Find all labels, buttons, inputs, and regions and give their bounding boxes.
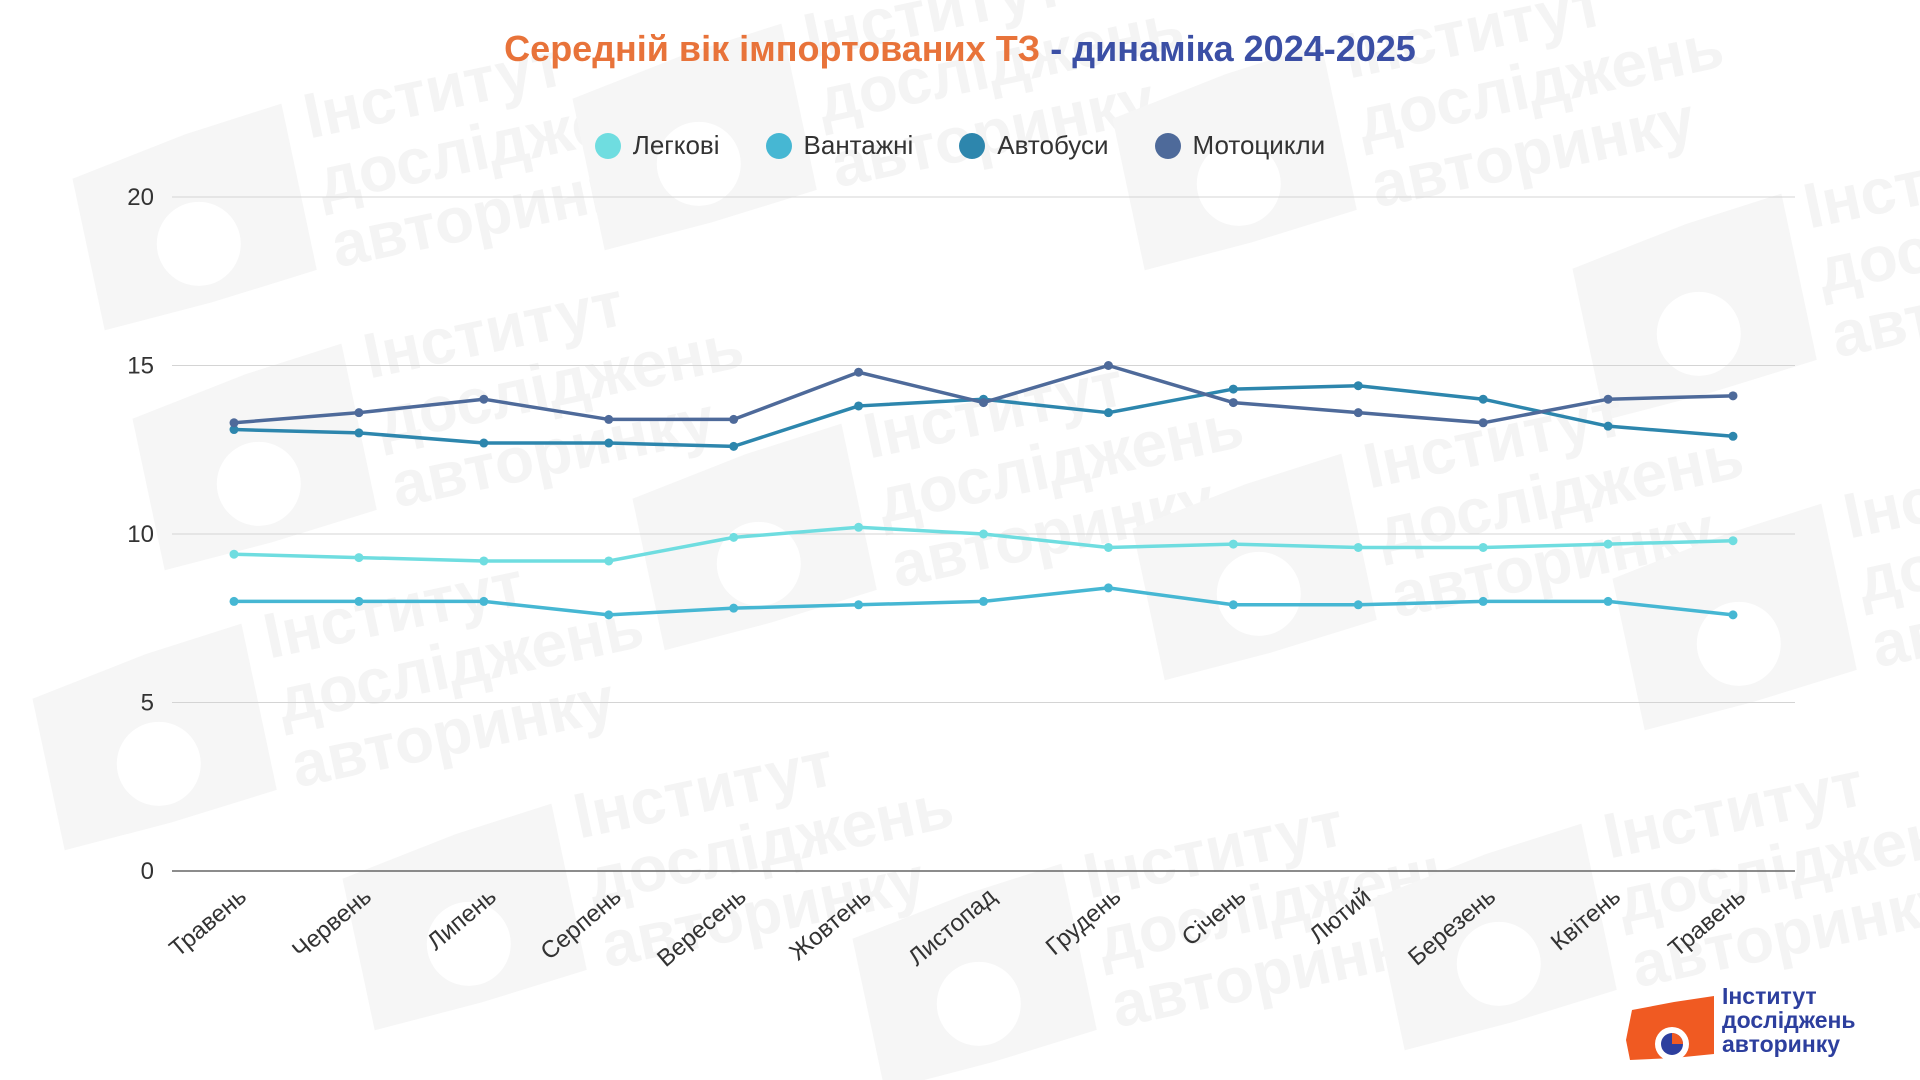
- data-point: [604, 610, 614, 620]
- data-point: [354, 596, 364, 606]
- chart-legend: Легкові Вантажні Автобуси Мотоцикли: [0, 130, 1920, 161]
- data-point: [229, 596, 239, 606]
- data-point: [854, 401, 864, 411]
- data-point: [1103, 542, 1113, 552]
- y-tick-label: 5: [141, 690, 154, 717]
- series-1: [229, 583, 1738, 620]
- data-point: [229, 425, 239, 435]
- x-tick-label: Вересень: [652, 883, 751, 973]
- data-point: [604, 438, 614, 448]
- legend-label-motorcycles: Мотоцикли: [1192, 130, 1326, 160]
- data-point: [479, 438, 489, 448]
- data-point: [1478, 418, 1488, 428]
- data-point: [1103, 408, 1113, 418]
- legend-marker-passenger: [594, 132, 621, 159]
- data-point: [1603, 539, 1613, 549]
- chart-title: Середній вік імпортованих ТЗ - динаміка …: [0, 28, 1920, 70]
- legend-marker-trucks: [765, 132, 792, 159]
- data-point: [1728, 536, 1738, 546]
- legend-label-passenger: Легкові: [632, 130, 720, 160]
- legend-label-trucks: Вантажні: [803, 130, 914, 160]
- data-point: [729, 414, 739, 424]
- y-tick-label: 20: [127, 184, 154, 211]
- data-point: [979, 529, 988, 539]
- data-point: [354, 408, 364, 418]
- data-point: [1353, 600, 1363, 610]
- data-point: [1603, 394, 1613, 404]
- legend-item-trucks: Вантажні: [765, 130, 914, 161]
- y-tick-label: 15: [127, 353, 154, 380]
- x-tick-label: Листопад: [903, 883, 1001, 972]
- institute-logo: [1626, 996, 1714, 1061]
- y-tick-label: 0: [141, 858, 154, 885]
- data-point: [229, 418, 239, 428]
- chart-title-period: - динаміка 2024-2025: [1040, 28, 1416, 69]
- series-0: [229, 522, 1738, 566]
- series-3: [229, 361, 1738, 428]
- data-point: [1353, 381, 1363, 391]
- data-point: [229, 549, 239, 559]
- legend-item-passenger: Легкові: [594, 130, 720, 161]
- chart-title-main: Середній вік імпортованих ТЗ: [504, 28, 1041, 69]
- data-point: [854, 522, 864, 532]
- institute-logo-text: Інститут досліджень авторинку: [1722, 984, 1912, 1056]
- x-tick-label: Травень: [1663, 883, 1751, 963]
- legend-marker-motorcycles: [1154, 132, 1181, 159]
- data-point: [729, 603, 739, 613]
- data-point: [479, 596, 489, 606]
- data-point: [1478, 542, 1488, 552]
- x-tick-label: Лютий: [1304, 883, 1376, 949]
- data-point: [979, 398, 988, 408]
- logo-line-3: авторинку: [1722, 1031, 1841, 1057]
- legend-item-buses: Автобуси: [959, 130, 1109, 161]
- data-point: [729, 441, 739, 451]
- x-tick-label: Січень: [1177, 883, 1251, 951]
- legend-label-buses: Автобуси: [997, 130, 1109, 160]
- x-tick-label: Квітень: [1546, 883, 1626, 956]
- x-tick-label: Червень: [287, 883, 377, 964]
- data-point: [1228, 384, 1238, 394]
- data-point: [604, 414, 614, 424]
- data-point: [1353, 542, 1363, 552]
- logo-line-2: досліджень: [1722, 1007, 1856, 1033]
- data-point: [1228, 600, 1238, 610]
- x-tick-label: Серпень: [536, 883, 627, 965]
- data-point: [1103, 583, 1113, 593]
- x-tick-label: Березень: [1403, 883, 1501, 971]
- data-point: [1728, 610, 1738, 620]
- data-point: [1728, 391, 1738, 401]
- data-point: [1603, 421, 1613, 431]
- x-tick-label: Грудень: [1041, 883, 1127, 961]
- data-point: [1103, 361, 1113, 370]
- series-line: [233, 363, 1734, 425]
- data-point: [354, 428, 364, 438]
- data-point: [1478, 596, 1488, 606]
- data-point: [729, 532, 739, 542]
- data-point: [1228, 398, 1238, 408]
- data-point: [604, 556, 614, 566]
- data-point: [1353, 408, 1363, 418]
- data-point: [979, 596, 988, 606]
- data-point: [854, 600, 864, 610]
- data-point: [854, 367, 864, 377]
- data-point: [479, 556, 489, 566]
- data-point: [354, 553, 364, 563]
- x-tick-label: Липень: [422, 883, 502, 956]
- logo-line-1: Інститут: [1722, 983, 1817, 1009]
- chart-series: [229, 361, 1738, 620]
- y-axis-tick-labels: 0 5 10 15 20: [127, 184, 154, 885]
- y-tick-label: 10: [127, 521, 154, 548]
- data-point: [1478, 394, 1488, 404]
- x-tick-label: Жовтень: [785, 883, 877, 966]
- x-tick-label: Травень: [164, 883, 252, 963]
- legend-item-motorcycles: Мотоцикли: [1154, 130, 1326, 161]
- data-point: [1603, 596, 1613, 606]
- data-point: [1228, 539, 1238, 549]
- data-point: [479, 394, 489, 404]
- legend-marker-buses: [959, 132, 986, 159]
- x-axis-tick-labels: Травень Червень Липень Серпень Вересень Жовте…: [164, 883, 1751, 973]
- data-point: [1728, 431, 1738, 441]
